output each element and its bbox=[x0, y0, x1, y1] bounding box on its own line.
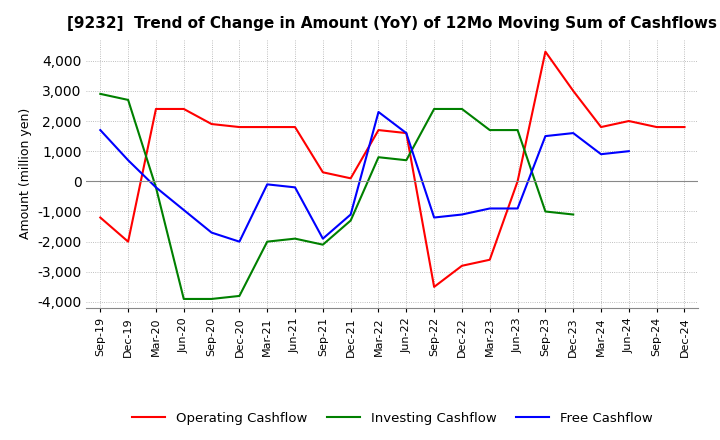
Operating Cashflow bbox=[541, 49, 550, 54]
Free Cashflow bbox=[96, 128, 104, 133]
Investing Cashflow bbox=[458, 106, 467, 112]
Investing Cashflow bbox=[235, 293, 243, 299]
Operating Cashflow bbox=[374, 128, 383, 133]
Investing Cashflow bbox=[152, 185, 161, 190]
Operating Cashflow bbox=[179, 106, 188, 112]
Investing Cashflow bbox=[263, 239, 271, 244]
Free Cashflow bbox=[430, 215, 438, 220]
Investing Cashflow bbox=[485, 128, 494, 133]
Investing Cashflow bbox=[374, 154, 383, 160]
Operating Cashflow bbox=[569, 88, 577, 94]
Operating Cashflow bbox=[235, 125, 243, 130]
Operating Cashflow bbox=[624, 118, 633, 124]
Free Cashflow bbox=[541, 133, 550, 139]
Free Cashflow bbox=[513, 206, 522, 211]
Y-axis label: Amount (million yen): Amount (million yen) bbox=[19, 108, 32, 239]
Free Cashflow bbox=[263, 182, 271, 187]
Free Cashflow bbox=[346, 212, 355, 217]
Investing Cashflow bbox=[207, 296, 216, 301]
Investing Cashflow bbox=[569, 212, 577, 217]
Legend: Operating Cashflow, Investing Cashflow, Free Cashflow: Operating Cashflow, Investing Cashflow, … bbox=[127, 407, 657, 430]
Free Cashflow bbox=[152, 185, 161, 190]
Free Cashflow bbox=[597, 151, 606, 157]
Line: Free Cashflow: Free Cashflow bbox=[100, 112, 629, 242]
Line: Investing Cashflow: Investing Cashflow bbox=[100, 94, 573, 299]
Investing Cashflow bbox=[96, 91, 104, 96]
Operating Cashflow bbox=[263, 125, 271, 130]
Free Cashflow bbox=[124, 158, 132, 163]
Investing Cashflow bbox=[346, 218, 355, 223]
Free Cashflow bbox=[485, 206, 494, 211]
Operating Cashflow bbox=[513, 179, 522, 184]
Operating Cashflow bbox=[96, 215, 104, 220]
Operating Cashflow bbox=[430, 284, 438, 290]
Operating Cashflow bbox=[485, 257, 494, 262]
Operating Cashflow bbox=[318, 170, 327, 175]
Free Cashflow bbox=[291, 185, 300, 190]
Operating Cashflow bbox=[652, 125, 661, 130]
Operating Cashflow bbox=[402, 130, 410, 136]
Free Cashflow bbox=[374, 109, 383, 114]
Free Cashflow bbox=[207, 230, 216, 235]
Investing Cashflow bbox=[541, 209, 550, 214]
Free Cashflow bbox=[235, 239, 243, 244]
Operating Cashflow bbox=[680, 125, 689, 130]
Operating Cashflow bbox=[152, 106, 161, 112]
Investing Cashflow bbox=[513, 128, 522, 133]
Line: Operating Cashflow: Operating Cashflow bbox=[100, 51, 685, 287]
Operating Cashflow bbox=[458, 263, 467, 268]
Investing Cashflow bbox=[179, 296, 188, 301]
Operating Cashflow bbox=[346, 176, 355, 181]
Free Cashflow bbox=[458, 212, 467, 217]
Investing Cashflow bbox=[318, 242, 327, 247]
Operating Cashflow bbox=[207, 121, 216, 127]
Investing Cashflow bbox=[124, 97, 132, 103]
Operating Cashflow bbox=[291, 125, 300, 130]
Investing Cashflow bbox=[402, 158, 410, 163]
Free Cashflow bbox=[624, 149, 633, 154]
Investing Cashflow bbox=[430, 106, 438, 112]
Operating Cashflow bbox=[124, 239, 132, 244]
Free Cashflow bbox=[402, 130, 410, 136]
Free Cashflow bbox=[318, 236, 327, 241]
Free Cashflow bbox=[569, 130, 577, 136]
Investing Cashflow bbox=[291, 236, 300, 241]
Title: [9232]  Trend of Change in Amount (YoY) of 12Mo Moving Sum of Cashflows: [9232] Trend of Change in Amount (YoY) o… bbox=[68, 16, 717, 32]
Operating Cashflow bbox=[597, 125, 606, 130]
